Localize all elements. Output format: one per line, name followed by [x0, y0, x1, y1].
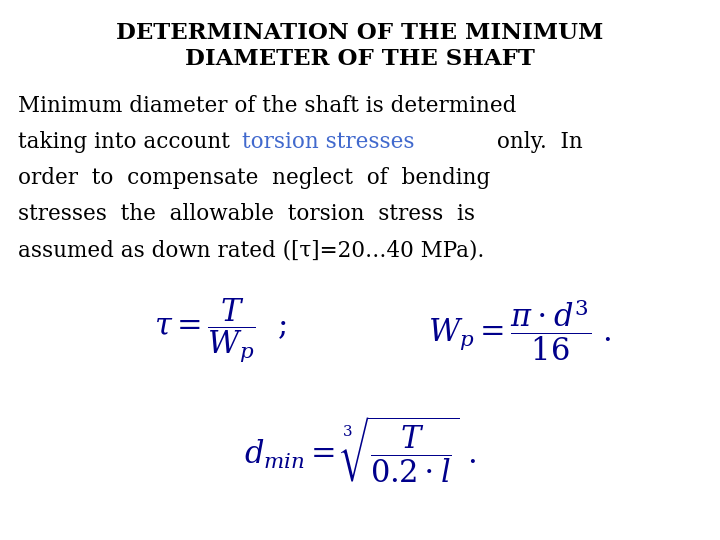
Text: taking into account: taking into account	[18, 131, 237, 153]
Text: DETERMINATION OF THE MINIMUM: DETERMINATION OF THE MINIMUM	[117, 22, 603, 44]
Text: Minimum diameter of the shaft is determined: Minimum diameter of the shaft is determi…	[18, 95, 516, 117]
Text: $\tau = \dfrac{T}{W_p}$  ;: $\tau = \dfrac{T}{W_p}$ ;	[154, 296, 286, 364]
Text: assumed as down rated ([τ]=20…40 MPa).: assumed as down rated ([τ]=20…40 MPa).	[18, 239, 485, 261]
Text: order  to  compensate  neglect  of  bending: order to compensate neglect of bending	[18, 167, 490, 189]
Text: DIAMETER OF THE SHAFT: DIAMETER OF THE SHAFT	[185, 48, 535, 70]
Text: stresses  the  allowable  torsion  stress  is: stresses the allowable torsion stress is	[18, 203, 475, 225]
Text: $W_p = \dfrac{\pi \cdot d^3}{16}$ .: $W_p = \dfrac{\pi \cdot d^3}{16}$ .	[428, 297, 612, 363]
Text: only.  In: only. In	[490, 131, 582, 153]
Text: $d_{min} = \sqrt[3]{\dfrac{T}{0.2 \cdot l}}$ .: $d_{min} = \sqrt[3]{\dfrac{T}{0.2 \cdot …	[244, 415, 476, 485]
Text: torsion stresses: torsion stresses	[242, 131, 415, 153]
